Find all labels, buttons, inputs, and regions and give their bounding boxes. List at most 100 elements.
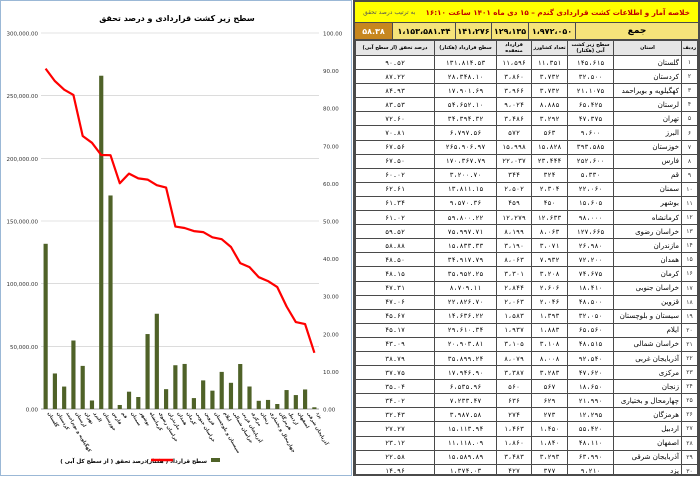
category-label: ایلام — [222, 412, 232, 424]
table-header-row: ردیف استان سطح زیر کشت آبی (هکتار) تعداد… — [355, 40, 698, 56]
cell-percent: ۹۰.۵۲ — [355, 54, 435, 71]
right-tick-label: 0.00 — [323, 408, 336, 414]
cell-percent: ۶۰.۰۲ — [355, 167, 435, 183]
bar — [52, 373, 57, 409]
cell-contracts: ۲،۸۴۴ — [496, 280, 532, 296]
cell-farmers: ۶۲۹ — [531, 393, 568, 409]
cell-irrigated-area: ۲۵۲،۶۰۰ — [567, 153, 614, 169]
cell-percent: ۷۰.۸۱ — [355, 125, 435, 141]
table-row: ۱۲ کرمانشاه ۹۸،۰۰۰ ۱۲،۶۳۳ ۱۲،۲۷۹ ۵۹،۸۰۰.۲۲ ۶۱.… — [355, 210, 698, 226]
cell-contract-area: ۲۰،۹۰۳.۸۱ — [434, 336, 497, 352]
header-contracts: قرارداد منعقده — [496, 40, 532, 56]
cell-row-number: ۸ — [681, 153, 698, 169]
bar — [219, 371, 224, 409]
cell-percent: ۶۲.۶۱ — [355, 181, 435, 197]
cell-percent: ۵۹.۵۲ — [355, 224, 435, 240]
bar — [191, 398, 196, 409]
left-tick-label: 150,000.00 — [7, 220, 39, 226]
category-label: فارس — [111, 412, 122, 426]
category-label: البرز — [92, 411, 102, 424]
cell-province: چهارمحال و بختیاری — [613, 393, 682, 409]
cell-row-number: ۲۶ — [681, 407, 698, 423]
cell-farmers: ۳،۱۰۸ — [531, 336, 568, 352]
cell-percent: ۴۵.۱۷ — [355, 322, 435, 338]
cell-row-number: ۲۴ — [681, 379, 698, 395]
cell-contracts: ۱،۹۳۷ — [496, 322, 532, 338]
cell-irrigated-area: ۴۷،۶۲۰ — [567, 365, 614, 381]
cell-percent: ۴۷.۳۱ — [355, 280, 435, 296]
cell-contract-area: ۹،۵۷۰.۳۶ — [434, 195, 497, 212]
legend-line-label: درصد تحقق ( از سطح کل آبی ) — [60, 457, 147, 465]
cell-irrigated-area: ۴۸،۱۱۰ — [567, 435, 614, 451]
cell-percent: ۶۷.۵۶ — [355, 139, 435, 155]
table-body: ۱ گلستان ۱۴۵،۶۱۵ ۱۱،۳۵۱ ۱۱،۵۹۶ ۱۳۱،۸۱۴.۵۳ ۹۰.۵… — [355, 54, 698, 474]
cell-province: کهگیلویه و بویراحمد — [613, 83, 682, 99]
cell-province: تهران — [613, 111, 682, 127]
cell-farmers: ۸،۰۰۸ — [531, 350, 568, 367]
cell-contract-area: ۷۵،۹۹۷.۷۱ — [434, 224, 497, 240]
cell-contracts: ۳،۱۹۰ — [496, 238, 532, 254]
cell-contract-area: ۵۹،۸۰۰.۲۲ — [434, 210, 497, 226]
bar — [99, 75, 104, 410]
bar — [173, 365, 178, 409]
table-row: ۱۱ بوشهر ۱۵،۶۰۵ ۴۵۰ ۴۵۹ ۹،۵۷۰.۳۶ ۶۱.۳۴ — [355, 195, 698, 212]
cell-percent: ۵۸.۸۸ — [355, 238, 435, 254]
right-tick-label: 100.00 — [323, 32, 343, 38]
header-contract-area: سطح قرارداد (هکتار) — [434, 40, 497, 56]
cell-irrigated-area: ۶۳،۹۹۰ — [567, 449, 614, 465]
cell-percent: ۴۷.۰۶ — [355, 294, 435, 310]
cell-contract-area: ۱۵،۸۳۳.۳۳ — [434, 238, 497, 254]
table-row: ۲ کردستان ۳۲،۵۰۰ ۳،۷۳۲ ۳،۸۶۰ ۲۸،۳۴۸.۱۰ ۸۷.۲۲ — [355, 69, 698, 85]
table-row: ۳۰ یزد ۹،۲۱۰ ۳۷۷ ۴۲۷ ۱،۳۷۴.۰۳ ۱۴.۹۶ — [355, 463, 698, 474]
chart-title: سطح زیر کشت قراردادی و درصد تحقق — [99, 14, 255, 23]
data-table-panel: خلاصه آمار و اطلاعات کشت قراردادی گندم –… — [353, 0, 700, 476]
bar — [210, 390, 215, 409]
cell-row-number: ۹ — [681, 167, 698, 183]
cell-contracts: ۳،۱۰۵ — [496, 336, 532, 352]
cell-contracts: ۱،۸۶۰ — [496, 435, 532, 451]
cell-row-number: ۲ — [681, 69, 698, 85]
cell-province: مرکزی — [613, 365, 682, 381]
bar — [238, 364, 243, 409]
bar — [275, 404, 280, 409]
table-row: ۱۸ قزوین ۴۸،۵۰۰ ۲،۰۴۶ ۲،۰۶۳ ۲۲،۸۲۶.۷۰ ۴۷.۰۶ — [355, 294, 698, 310]
cell-row-number: ۲۹ — [681, 449, 698, 465]
table-row: ۲۲ آذربایجان غربی ۹۲،۵۴۰ ۸،۰۰۸ ۸،۰۷۹ ۳۵،۸۹۹.۲… — [355, 350, 698, 367]
provinces-table: ردیف استان سطح زیر کشت آبی (هکتار) تعداد… — [355, 40, 698, 474]
bar — [303, 389, 308, 409]
cell-contract-area: ۵۴،۶۵۲.۱۰ — [434, 97, 497, 113]
cell-province: سیستان و بلوچستان — [613, 308, 682, 324]
cell-contract-area: ۲۶۵،۹۰۶.۹۷ — [434, 139, 497, 155]
cell-contracts: ۲،۵۰۲ — [496, 181, 532, 197]
left-tick-label: 0.00 — [26, 408, 39, 414]
table-title-bar: خلاصه آمار و اطلاعات کشت قراردادی گندم –… — [355, 2, 698, 23]
cell-province: کردستان — [613, 69, 682, 85]
cell-percent: ۶۷.۵۰ — [355, 153, 435, 169]
cell-contracts: ۸،۱۹۹ — [496, 224, 532, 240]
cell-farmers: ۳،۲۹۲ — [531, 111, 568, 127]
right-tick-label: 40.00 — [323, 257, 339, 263]
cell-contract-area: ۶،۵۳۵.۹۶ — [434, 379, 497, 395]
cell-irrigated-area: ۳۹۳،۵۸۵ — [567, 139, 614, 155]
cell-contracts: ۱،۵۸۳ — [496, 308, 532, 324]
right-tick-label: 70.00 — [323, 144, 339, 150]
cell-row-number: ۲۵ — [681, 393, 698, 409]
cell-contract-area: ۳۵،۹۵۲.۲۵ — [434, 266, 497, 282]
cell-row-number: ۱۲ — [681, 210, 698, 226]
cell-province: ایلام — [613, 322, 682, 338]
cell-farmers: ۳،۷۳۲ — [531, 69, 568, 85]
cell-contract-area: ۱۳،۸۱۱.۱۵ — [434, 181, 497, 197]
bar — [201, 380, 206, 409]
cell-contracts: ۶۳۶ — [496, 393, 532, 409]
cell-row-number: ۱۷ — [681, 280, 698, 296]
bar — [293, 395, 298, 409]
cell-contract-area: ۱۵،۵۸۹.۸۹ — [434, 449, 497, 465]
cell-farmers: ۳،۲۸۳ — [531, 365, 568, 381]
cell-irrigated-area: ۱۲،۲۹۵ — [567, 407, 614, 423]
cell-irrigated-area: ۲۱،۱۰۷۵ — [567, 83, 614, 99]
cell-irrigated-area: ۱۸،۴۱۰ — [567, 280, 614, 296]
bar — [265, 399, 271, 409]
cell-province: گلستان — [613, 54, 682, 71]
cell-contract-area: ۱۱،۱۱۸.۰۹ — [434, 435, 497, 451]
cell-contracts: ۵۶۰ — [496, 379, 532, 395]
